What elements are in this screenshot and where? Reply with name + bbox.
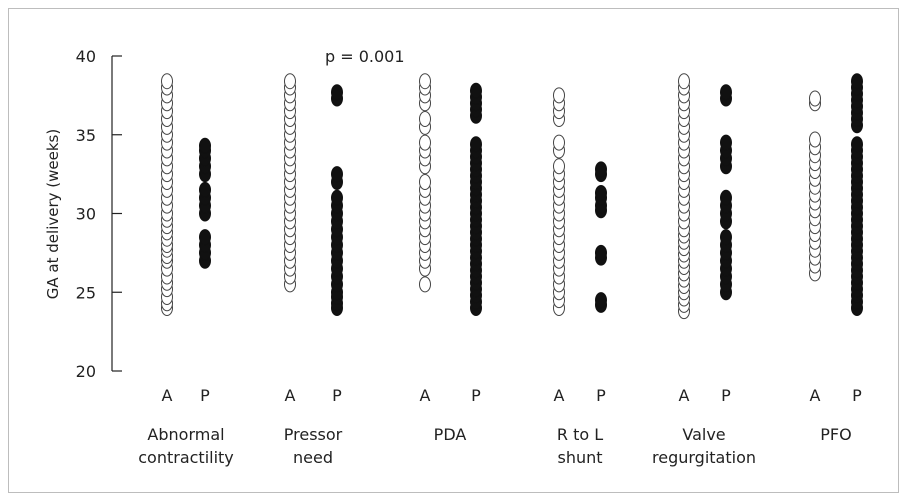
category-labels: A P Abnormal contractility A P Pressor need A P PD… xyxy=(138,386,862,467)
group-label-a: A xyxy=(162,386,173,405)
category-label: shunt xyxy=(557,448,602,467)
point-p xyxy=(720,84,732,101)
y-tick-label: 25 xyxy=(76,283,96,302)
group-label-a: A xyxy=(810,386,821,405)
point-p xyxy=(470,82,482,99)
point-a xyxy=(809,90,821,107)
point-p xyxy=(851,73,863,90)
point-p xyxy=(595,292,607,309)
category-label: regurgitation xyxy=(652,448,756,467)
group-label-p: P xyxy=(596,386,606,405)
point-p xyxy=(331,84,343,101)
point-a xyxy=(809,131,821,148)
group-label-a: A xyxy=(285,386,296,405)
category-label: PFO xyxy=(820,425,851,444)
point-p xyxy=(331,166,343,183)
category-label: R to L xyxy=(557,425,603,444)
category-label: Abnormal xyxy=(147,425,224,444)
point-a xyxy=(419,174,431,190)
point-p xyxy=(851,136,863,153)
p-value-annotation: p = 0.001 xyxy=(325,47,405,66)
group-label-a: A xyxy=(679,386,690,405)
point-p xyxy=(720,189,732,206)
point-a xyxy=(419,73,431,90)
point-a xyxy=(678,73,690,90)
y-tick-label: 20 xyxy=(76,362,96,381)
y-tick-label: 30 xyxy=(76,205,96,224)
category-label: Pressor xyxy=(284,425,343,444)
y-axis-label: GA at delivery (weeks) xyxy=(44,129,62,299)
point-p xyxy=(199,181,211,198)
point-p xyxy=(199,229,211,246)
category-label: contractility xyxy=(138,448,234,467)
point-p xyxy=(595,185,607,201)
y-tick-label: 35 xyxy=(76,126,96,145)
group-label-p: P xyxy=(852,386,862,405)
figure-frame xyxy=(8,8,899,493)
group-label-a: A xyxy=(554,386,565,405)
data-points xyxy=(161,73,863,320)
category-label: need xyxy=(293,448,333,467)
group-label-p: P xyxy=(332,386,342,405)
point-a xyxy=(419,134,431,151)
point-a xyxy=(419,276,431,293)
point-p xyxy=(470,136,482,153)
point-p xyxy=(199,137,211,154)
point-p xyxy=(595,161,607,178)
category-label: PDA xyxy=(434,425,467,444)
group-label-a: A xyxy=(420,386,431,405)
point-a xyxy=(553,134,565,151)
point-p xyxy=(331,189,343,206)
group-label-p: P xyxy=(200,386,210,405)
point-a xyxy=(553,87,565,104)
point-a xyxy=(553,158,565,175)
point-p xyxy=(720,229,732,246)
point-a xyxy=(284,73,296,90)
point-a xyxy=(419,111,431,127)
category-label: Valve xyxy=(682,425,725,444)
group-label-p: P xyxy=(471,386,481,405)
y-axis: 20 25 30 35 40 xyxy=(76,47,122,381)
point-p xyxy=(720,134,732,151)
y-tick-label: 40 xyxy=(76,47,96,66)
point-p xyxy=(595,244,607,261)
group-label-p: P xyxy=(721,386,731,405)
point-a xyxy=(161,73,173,90)
